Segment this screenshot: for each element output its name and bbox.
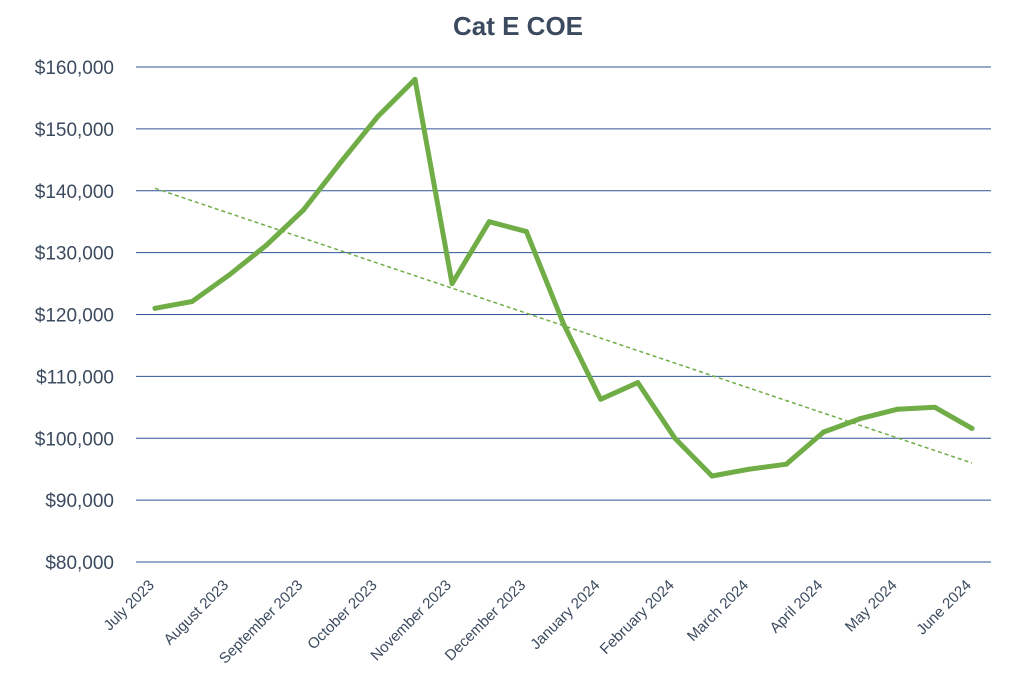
x-tick-label: April 2024 xyxy=(766,577,826,637)
data-point xyxy=(375,114,381,119)
y-tick-label: $90,000 xyxy=(45,491,114,512)
data-point xyxy=(561,321,566,327)
data-point xyxy=(858,415,864,421)
data-point xyxy=(672,435,678,441)
data-point xyxy=(226,272,232,278)
x-tick-label: December 2023 xyxy=(442,577,529,664)
y-tick-label: $110,000 xyxy=(36,367,114,388)
gridlines xyxy=(136,66,991,563)
data-point xyxy=(189,299,195,305)
data-point xyxy=(152,305,158,311)
data-point xyxy=(635,380,641,386)
y-tick-label: $140,000 xyxy=(35,182,114,203)
x-tick-label: June 2024 xyxy=(913,577,975,639)
data-point xyxy=(820,429,826,435)
series-line-cat-e-coe xyxy=(152,76,975,479)
data-point xyxy=(486,219,492,225)
x-tick-label: October 2023 xyxy=(304,577,380,653)
y-tick-label: $80,000 xyxy=(45,553,114,574)
y-axis-tick-labels: $80,000 $90,000 $100,000 $110,000 $120,000 $1… xyxy=(35,58,114,574)
x-tick-label: January 2024 xyxy=(527,577,603,653)
data-point xyxy=(783,461,789,467)
x-tick-label: May 2024 xyxy=(842,577,901,636)
y-tick-label: $130,000 xyxy=(35,244,114,265)
x-tick-label: March 2024 xyxy=(684,577,752,645)
data-point xyxy=(709,473,715,479)
y-tick-label: $120,000 xyxy=(35,306,114,327)
data-point xyxy=(598,396,604,402)
data-point xyxy=(301,207,307,213)
chart-title: Cat E COE xyxy=(453,11,583,41)
y-tick-label: $160,000 xyxy=(35,58,114,79)
x-tick-label: August 2023 xyxy=(161,577,233,649)
y-tick-label: $150,000 xyxy=(35,120,114,141)
y-tick-label: $100,000 xyxy=(35,429,114,450)
data-point xyxy=(895,406,901,412)
data-point xyxy=(932,404,938,410)
data-point xyxy=(263,242,269,248)
data-point xyxy=(746,466,752,472)
x-tick-label: February 2024 xyxy=(597,577,678,658)
data-point xyxy=(969,425,975,431)
data-point xyxy=(449,281,455,287)
data-point xyxy=(338,159,344,165)
series-points xyxy=(152,76,975,479)
data-point xyxy=(523,229,529,235)
data-point xyxy=(412,76,418,82)
x-tick-label: July 2023 xyxy=(100,577,157,634)
